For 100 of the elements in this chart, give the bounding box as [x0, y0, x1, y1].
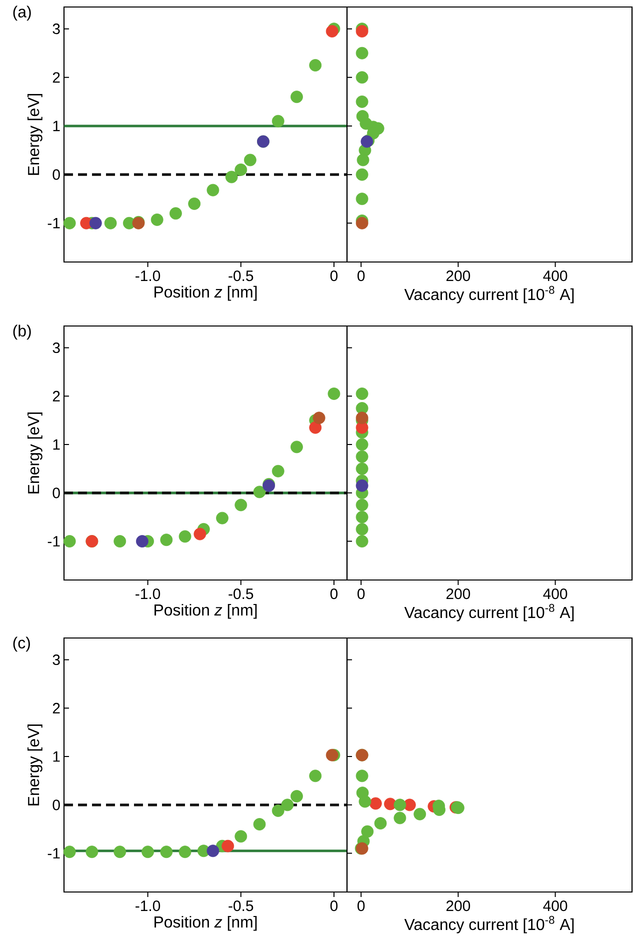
- point: [253, 486, 266, 498]
- point: [178, 846, 192, 858]
- point: [86, 846, 98, 858]
- x-tick-label: 400: [543, 900, 568, 912]
- x-axis-title: Position z [nm]: [154, 604, 257, 619]
- y-tick-label: 0: [52, 488, 60, 498]
- x-tick-label: -1.0: [136, 270, 160, 282]
- point: [290, 790, 303, 802]
- x-tick-label: 200: [446, 900, 470, 912]
- y-axis-title: Energy [eV]: [27, 94, 42, 175]
- point: [160, 846, 173, 858]
- point: [356, 462, 368, 475]
- point: [290, 440, 303, 454]
- point: [170, 207, 182, 220]
- y-tick-label: 3: [52, 342, 60, 354]
- y-tick-label: 3: [52, 24, 60, 34]
- point: [206, 184, 220, 196]
- y-tick-label: 0: [52, 169, 60, 180]
- x-tick-label: -0.5: [228, 588, 254, 600]
- point: [312, 412, 326, 424]
- x-tick-label: -0.5: [228, 270, 254, 282]
- point: [253, 818, 266, 830]
- y-tick-label: 2: [52, 390, 60, 402]
- x-tick-label: 400: [543, 270, 568, 282]
- x-tick-label: 200: [446, 588, 470, 600]
- point: [160, 534, 173, 546]
- point: [194, 528, 206, 540]
- y-tick-label: -1: [48, 218, 60, 228]
- point: [309, 59, 322, 72]
- point: [356, 412, 368, 424]
- point: [326, 25, 338, 38]
- point: [222, 840, 234, 852]
- point: [234, 498, 248, 512]
- x-tick-label: 200: [446, 270, 470, 282]
- point: [309, 421, 322, 434]
- y-tick-label: 2: [52, 72, 60, 83]
- y-tick-label: 0: [52, 800, 60, 810]
- point: [206, 844, 220, 858]
- x-tick-label: 0: [330, 588, 338, 600]
- point: [142, 846, 154, 858]
- y-tick-label: -1: [48, 848, 60, 858]
- x-tick-label: -1.0: [136, 588, 160, 600]
- point: [63, 535, 76, 548]
- x-axis-title: Position z [nm]: [154, 916, 257, 931]
- point: [63, 216, 76, 230]
- y-tick-label: 1: [53, 439, 60, 450]
- point: [361, 825, 374, 838]
- point: [356, 498, 368, 512]
- y-axis-title: Energy [eV]: [27, 412, 42, 494]
- y-tick-label: 1: [53, 751, 60, 762]
- point: [394, 798, 406, 812]
- point: [178, 530, 192, 543]
- point: [356, 168, 368, 181]
- point: [356, 71, 368, 84]
- y-tick-label: -1: [48, 536, 60, 546]
- point: [136, 535, 148, 548]
- y-tick-label: 1: [53, 120, 60, 132]
- point: [114, 846, 126, 858]
- point: [63, 846, 76, 858]
- point: [309, 770, 322, 782]
- chart-title: (c): [13, 636, 30, 652]
- x-axis-title: Vacancy current [10$^{-8}$ A]: [404, 916, 574, 934]
- x-tick-label: 0: [330, 900, 338, 912]
- point: [356, 96, 368, 108]
- point: [356, 479, 368, 492]
- point: [369, 797, 382, 810]
- point: [356, 438, 368, 451]
- point: [356, 25, 368, 38]
- point: [281, 798, 294, 812]
- point: [356, 450, 368, 463]
- point: [356, 192, 368, 206]
- point: [104, 216, 117, 230]
- point: [394, 812, 406, 824]
- chart-title: (a): [13, 6, 31, 21]
- x-tick-label: 400: [543, 588, 568, 600]
- point: [356, 216, 368, 230]
- point: [356, 522, 368, 536]
- x-axis-title: Position z [nm]: [154, 286, 257, 301]
- point: [328, 388, 340, 400]
- point: [234, 164, 248, 176]
- point: [356, 46, 368, 60]
- y-axis-title: Energy [eV]: [27, 724, 42, 806]
- point: [114, 535, 126, 548]
- x-tick-label: -1.0: [136, 900, 160, 912]
- point: [356, 770, 368, 782]
- point: [225, 170, 238, 184]
- point: [188, 198, 201, 210]
- point: [356, 154, 370, 166]
- point: [356, 535, 368, 548]
- point: [89, 216, 102, 230]
- x-tick-label: 0: [358, 900, 365, 912]
- x-tick-label: 0: [330, 270, 338, 282]
- y-tick-label: 3: [52, 654, 60, 666]
- y-tick-label: 2: [52, 702, 60, 714]
- point: [290, 90, 303, 104]
- point: [374, 817, 387, 830]
- point: [272, 464, 284, 478]
- point: [244, 154, 256, 166]
- x-tick-label: -0.5: [228, 900, 254, 912]
- point: [272, 804, 284, 817]
